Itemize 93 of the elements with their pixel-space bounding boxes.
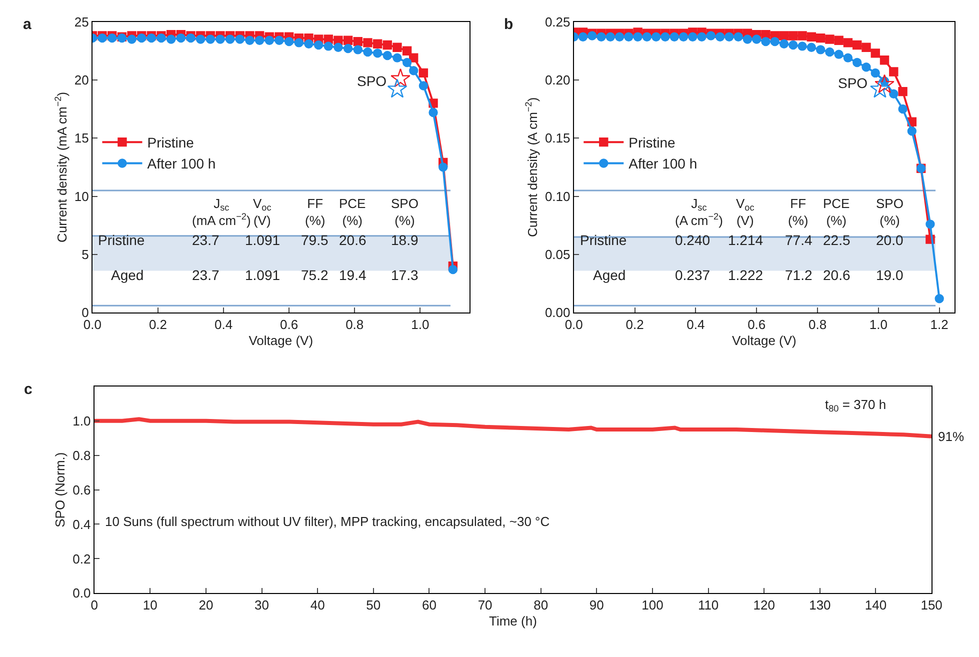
y-tick-label: 25 bbox=[74, 14, 89, 30]
legend-label: Pristine bbox=[147, 134, 194, 151]
x-tick-label: 100 bbox=[642, 598, 664, 613]
x-tick-label: 90 bbox=[589, 598, 604, 613]
annotation: V$_{oc}$ (V) bbox=[736, 196, 755, 228]
annotation: SPO bbox=[838, 75, 868, 91]
x-tick-label: 0.2 bbox=[626, 317, 644, 332]
x-tick-label: 20 bbox=[198, 598, 214, 613]
chart-title: b bbox=[504, 16, 514, 33]
x-tick-label: 0.6 bbox=[748, 317, 766, 332]
y-tick-label: 0.10 bbox=[544, 188, 570, 204]
x-tick-label: 140 bbox=[864, 598, 887, 613]
x-tick-label: 1.2 bbox=[930, 317, 948, 332]
x-tick-label: 1.0 bbox=[411, 317, 430, 332]
annotation: SPO (%) bbox=[876, 196, 904, 228]
x-axis-title: Time (h) bbox=[489, 613, 537, 628]
annotation: Aged bbox=[593, 267, 626, 283]
annotation: 0.237 bbox=[675, 267, 710, 283]
x-tick-label: 0.4 bbox=[214, 317, 233, 332]
x-tick-label: 0.4 bbox=[686, 317, 705, 332]
x-tick-label: 60 bbox=[422, 598, 436, 613]
annotation: 17.3 bbox=[391, 267, 418, 283]
annotation: FF (%) bbox=[788, 196, 808, 228]
x-tick-label: 110 bbox=[698, 598, 719, 613]
annotation: 1.214 bbox=[728, 232, 764, 248]
x-tick-label: 120 bbox=[753, 598, 775, 613]
annotation: 20.6 bbox=[339, 232, 366, 248]
annotation: 71.2 bbox=[785, 267, 812, 283]
annotation: 19.0 bbox=[876, 267, 904, 283]
annotation: 0.240 bbox=[675, 232, 710, 248]
annotation: PCE (%) bbox=[823, 196, 850, 228]
annotation: 20.0 bbox=[876, 232, 904, 248]
x-tick-label: 50 bbox=[366, 598, 381, 613]
annotation: SPO (%) bbox=[391, 196, 418, 228]
annotation: J$_{sc}$ (mA cm$^{−2}$) bbox=[192, 196, 251, 228]
x-tick-label: 150 bbox=[920, 598, 942, 613]
annotation: J$_{sc}$ (A cm$^{−2}$) bbox=[675, 196, 723, 228]
x-tick-label: 1.0 bbox=[869, 317, 888, 332]
annotation: SPO bbox=[357, 73, 387, 89]
y-tick-label: 0.4 bbox=[72, 516, 91, 532]
annotation: t$_{80}$ = 370 h bbox=[825, 397, 886, 414]
x-tick-label: 0.2 bbox=[148, 317, 168, 332]
y-tick-label: 0.8 bbox=[72, 448, 91, 463]
x-tick-label: 10 bbox=[142, 598, 158, 613]
annotation: 23.7 bbox=[192, 267, 220, 283]
annotation: V$_{oc}$ (V) bbox=[253, 196, 272, 228]
x-tick-label: 0.8 bbox=[808, 317, 827, 332]
annotation: 1.091 bbox=[245, 232, 280, 248]
y-tick-label: 0.6 bbox=[72, 482, 91, 498]
annotation: 1.222 bbox=[728, 267, 764, 283]
y-tick-label: 0.20 bbox=[544, 72, 570, 88]
annotation: 20.6 bbox=[823, 267, 850, 283]
annotation: PCE (%) bbox=[339, 196, 366, 228]
annotation: FF (%) bbox=[305, 196, 326, 228]
y-tick-label: 0.05 bbox=[544, 246, 570, 262]
x-tick-label: 80 bbox=[534, 598, 548, 613]
y-axis-title: SPO (Norm.) bbox=[52, 452, 68, 528]
annotation: 23.7 bbox=[192, 232, 220, 248]
legend-label: After 100 h bbox=[147, 156, 216, 172]
annotation: 77.4 bbox=[785, 232, 812, 248]
legend-label: Pristine bbox=[628, 134, 676, 151]
legend-label: After 100 h bbox=[628, 156, 698, 172]
x-tick-label: 130 bbox=[809, 598, 831, 613]
y-tick-label: 0.0 bbox=[72, 586, 91, 601]
annotation: Pristine bbox=[98, 232, 145, 248]
annotation: 19.4 bbox=[339, 267, 366, 283]
x-tick-label: 30 bbox=[254, 598, 270, 613]
y-tick-label: 0.25 bbox=[544, 14, 570, 30]
y-tick-label: 1.0 bbox=[72, 413, 91, 428]
annotation: 91% bbox=[938, 429, 964, 444]
annotation: 18.9 bbox=[391, 232, 418, 248]
y-tick-label: 10 bbox=[74, 188, 89, 204]
chart-title: a bbox=[23, 16, 32, 33]
y-tick-label: 0 bbox=[82, 305, 89, 320]
x-tick-label: 70 bbox=[478, 598, 492, 613]
y-tick-label: 15 bbox=[74, 130, 89, 146]
y-tick-label: 0.15 bbox=[544, 130, 570, 146]
annotation: 75.2 bbox=[301, 267, 328, 283]
x-tick-label: 0.8 bbox=[346, 317, 364, 332]
annotation: Aged bbox=[111, 267, 144, 283]
x-tick-label: 0.6 bbox=[280, 317, 298, 332]
annotation: 22.5 bbox=[823, 232, 850, 248]
x-axis-title: Voltage (V) bbox=[732, 332, 796, 348]
annotation: 79.5 bbox=[301, 232, 328, 248]
x-tick-label: 40 bbox=[310, 598, 325, 613]
chart-title: c bbox=[24, 381, 32, 398]
annotation: 1.091 bbox=[245, 267, 280, 283]
annotation: Pristine bbox=[580, 232, 627, 248]
y-tick-label: 5 bbox=[82, 246, 89, 262]
x-axis-title: Voltage (V) bbox=[248, 332, 314, 348]
annotation: 10 Suns (full spectrum without UV filter), MPP tracking, encapsulated, ~30 °C bbox=[105, 514, 550, 529]
y-tick-label: 0.2 bbox=[72, 551, 91, 566]
y-tick-label: 20 bbox=[74, 72, 89, 88]
